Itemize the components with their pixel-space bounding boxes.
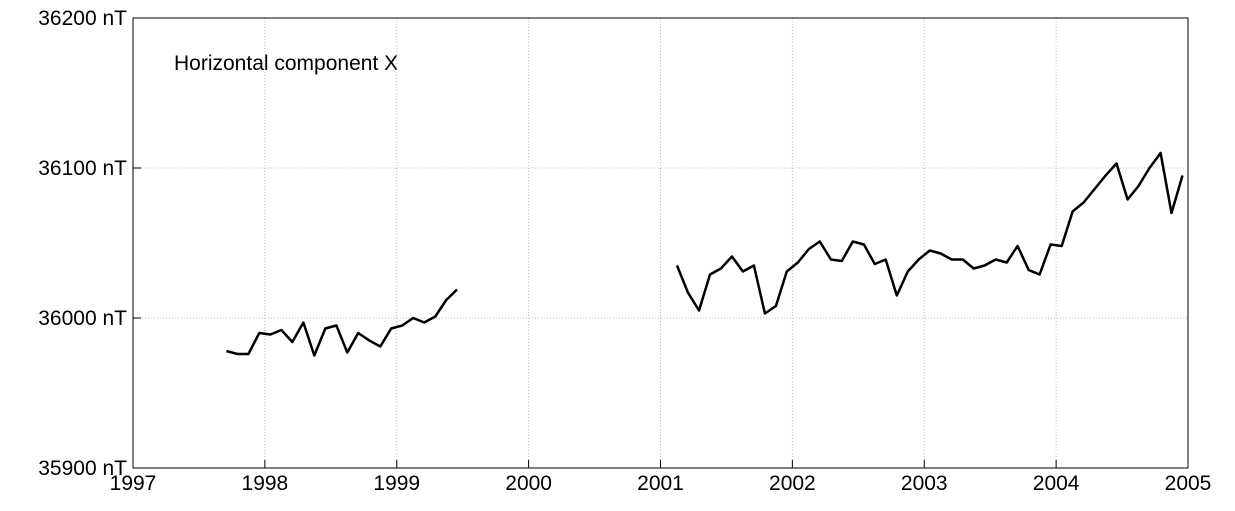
x-tick-label: 1998 [242,472,289,495]
y-tick-label: 36100 nT [38,157,127,180]
x-tick-label: 2001 [637,472,684,495]
x-tick-label: 2005 [1165,472,1212,495]
y-tick-label: 36000 nT [38,307,127,330]
x-tick-label: 2004 [1033,472,1080,495]
y-tick-label: 35900 nT [38,457,127,480]
y-tick-label: 36200 nT [38,7,127,30]
plot-frame [132,17,1189,469]
data-line [226,151,1184,357]
x-tick-label: 2002 [769,472,816,495]
annotation: Horizontal component X [174,52,398,75]
x-tick-label: 2003 [901,472,948,495]
x-tick-label: 2000 [505,472,552,495]
x-tick-label: 1997 [110,472,157,495]
x-tick-label: 1999 [373,472,420,495]
